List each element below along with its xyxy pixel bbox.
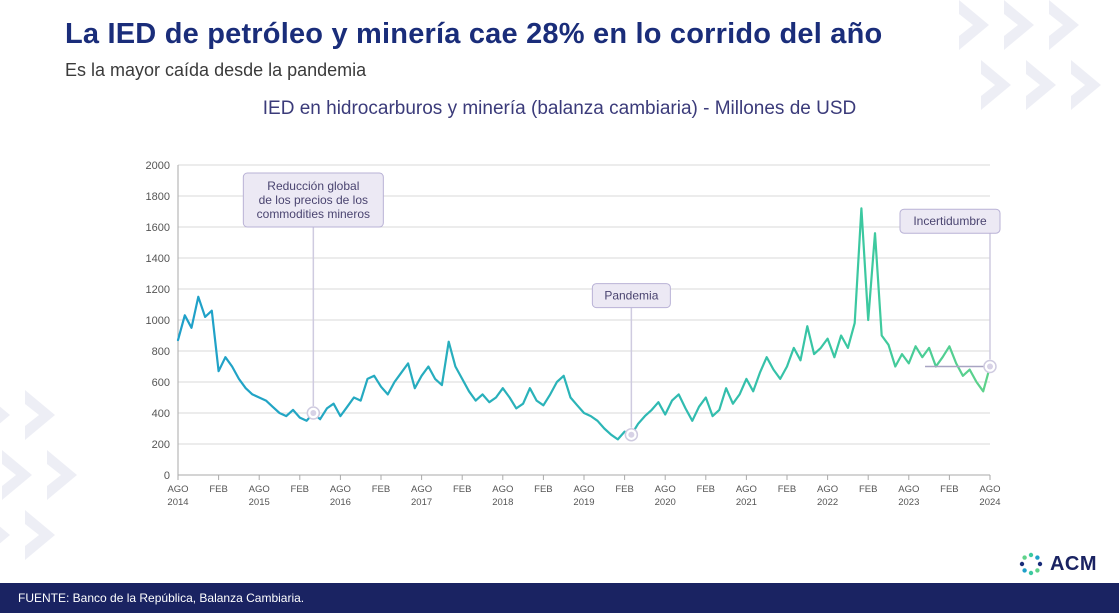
- svg-text:2021: 2021: [736, 497, 757, 508]
- svg-text:de los precios de los: de los precios de los: [259, 193, 368, 207]
- svg-text:200: 200: [152, 439, 170, 451]
- svg-text:FEB: FEB: [615, 484, 633, 495]
- bg-decoration-top: [949, 0, 1119, 155]
- svg-text:AGO: AGO: [411, 484, 432, 495]
- svg-text:1200: 1200: [146, 284, 170, 296]
- svg-text:AGO: AGO: [167, 484, 188, 495]
- svg-text:FEB: FEB: [859, 484, 877, 495]
- svg-text:AGO: AGO: [492, 484, 513, 495]
- svg-text:1000: 1000: [146, 315, 170, 327]
- svg-text:1400: 1400: [146, 253, 170, 265]
- page-subtitle: Es la mayor caída desde la pandemia: [65, 60, 366, 81]
- svg-text:600: 600: [152, 377, 170, 389]
- svg-text:AGO: AGO: [898, 484, 919, 495]
- logo-text: ACM: [1050, 553, 1097, 576]
- page-title: La IED de petróleo y minería cae 28% en …: [65, 18, 882, 51]
- svg-text:AGO: AGO: [655, 484, 676, 495]
- svg-text:2014: 2014: [167, 497, 188, 508]
- svg-text:2022: 2022: [817, 497, 838, 508]
- svg-text:FEB: FEB: [372, 484, 390, 495]
- svg-text:AGO: AGO: [330, 484, 351, 495]
- svg-text:FEB: FEB: [291, 484, 309, 495]
- svg-text:2023: 2023: [898, 497, 919, 508]
- svg-text:AGO: AGO: [979, 484, 1000, 495]
- line-chart: 0 200 400 600 800 1000 1200 1400 1600 1800 2000 AGO…: [130, 155, 1000, 530]
- svg-text:FEB: FEB: [778, 484, 796, 495]
- svg-text:2000: 2000: [146, 160, 170, 172]
- svg-text:AGO: AGO: [573, 484, 594, 495]
- svg-text:2020: 2020: [655, 497, 676, 508]
- logo-mark-icon: [1018, 551, 1044, 577]
- footer-bar: FUENTE: Banco de la República, Balanza C…: [0, 583, 1119, 613]
- svg-text:commodities mineros: commodities mineros: [257, 207, 370, 221]
- svg-text:2016: 2016: [330, 497, 351, 508]
- svg-text:FEB: FEB: [534, 484, 552, 495]
- svg-text:1800: 1800: [146, 191, 170, 203]
- chart-title: IED en hidrocarburos y minería (balanza …: [0, 98, 1119, 120]
- svg-text:2024: 2024: [979, 497, 1000, 508]
- svg-text:2017: 2017: [411, 497, 432, 508]
- svg-text:Pandemia: Pandemia: [604, 289, 658, 303]
- svg-text:AGO: AGO: [817, 484, 838, 495]
- svg-text:0: 0: [164, 470, 170, 482]
- line-chart-svg: 0 200 400 600 800 1000 1200 1400 1600 1800 2000 AGO…: [130, 155, 1000, 530]
- svg-text:AGO: AGO: [736, 484, 757, 495]
- svg-text:Reducción global: Reducción global: [267, 179, 359, 193]
- svg-text:1600: 1600: [146, 222, 170, 234]
- svg-text:Incertidumbre: Incertidumbre: [913, 214, 987, 228]
- svg-text:FEB: FEB: [697, 484, 715, 495]
- svg-text:2018: 2018: [492, 497, 513, 508]
- bg-decoration-left: [0, 380, 130, 565]
- svg-text:800: 800: [152, 346, 170, 358]
- svg-text:FEB: FEB: [209, 484, 227, 495]
- svg-text:2015: 2015: [249, 497, 270, 508]
- svg-text:400: 400: [152, 408, 170, 420]
- slide-root: { "colors": { "title": "#1a2d7a", "subti…: [0, 0, 1119, 613]
- brand-logo: ACM: [1018, 551, 1097, 577]
- svg-text:AGO: AGO: [249, 484, 270, 495]
- svg-text:FEB: FEB: [453, 484, 471, 495]
- svg-text:2019: 2019: [573, 497, 594, 508]
- footer-source: FUENTE: Banco de la República, Balanza C…: [18, 591, 304, 605]
- svg-text:FEB: FEB: [940, 484, 958, 495]
